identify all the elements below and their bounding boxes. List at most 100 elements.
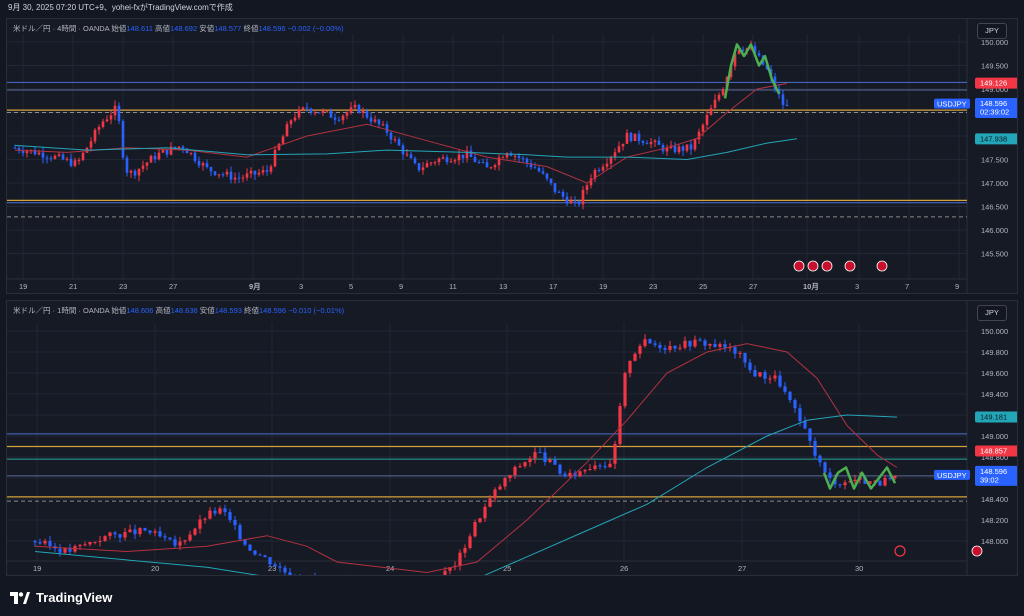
candle-body	[288, 572, 292, 575]
legend-high-label: 高値	[155, 24, 171, 33]
candle-body	[758, 372, 762, 377]
currency-button[interactable]: JPY	[977, 23, 1007, 39]
candle-body	[689, 144, 693, 150]
candle-body	[345, 112, 349, 116]
candle-body	[268, 557, 272, 565]
legend-high-value: 148.636	[170, 306, 198, 315]
candle-body	[98, 540, 102, 542]
candlestick-chart-4h[interactable]: 150.000149.500149.000148.500148.000147.5…	[7, 19, 1017, 293]
candle-body	[218, 508, 222, 514]
candle-body	[853, 479, 857, 482]
candle-body	[661, 144, 665, 152]
date-tick-label: 23	[268, 564, 276, 573]
candle-body	[493, 165, 497, 168]
candle-body	[433, 162, 437, 164]
tradingview-logo[interactable]: TradingView	[10, 590, 112, 605]
candle-body	[177, 146, 181, 149]
legend-low-value: 148.593	[214, 306, 242, 315]
candle-body	[653, 343, 657, 345]
candle-body	[528, 458, 532, 463]
candle-body	[361, 110, 365, 113]
legend-close-label: 終値	[244, 306, 260, 315]
candle-body	[633, 133, 637, 142]
candle-body	[757, 53, 761, 56]
candle-body	[73, 160, 77, 166]
candle-body	[773, 76, 777, 89]
candle-body	[737, 49, 741, 54]
candle-body	[733, 347, 737, 354]
candle-body	[545, 173, 549, 179]
candle-body	[883, 477, 887, 486]
candle-body	[721, 89, 725, 95]
candle-body	[649, 142, 653, 145]
candle-body	[393, 139, 397, 141]
candle-body	[249, 170, 253, 174]
price-tag-last-text: 39:02	[980, 475, 999, 484]
candle-body	[425, 163, 429, 168]
candle-body	[557, 191, 561, 193]
price-tick-label: 147.500	[981, 156, 1008, 165]
candle-body	[673, 145, 677, 153]
candle-body	[609, 156, 613, 164]
candle-body	[369, 117, 373, 122]
chart-pane-1h[interactable]: 150.000149.800149.600149.400149.200149.0…	[6, 300, 1018, 576]
candle-body	[129, 170, 133, 173]
candle-body	[297, 109, 301, 118]
candle-body	[723, 344, 727, 348]
candle-body	[558, 464, 562, 474]
candle-body	[103, 536, 107, 541]
candle-body	[813, 440, 817, 456]
pattern-line	[822, 466, 897, 490]
candle-body	[713, 343, 717, 347]
candle-body	[377, 119, 381, 125]
price-tag-ma-long-text: 149.181	[980, 412, 1007, 421]
candle-body	[577, 201, 581, 205]
moving-average-long	[14, 138, 798, 161]
candle-body	[658, 344, 662, 349]
candle-body	[208, 510, 212, 519]
legend-open-value: 148.606	[126, 306, 154, 315]
candle-body	[473, 157, 477, 163]
candle-body	[448, 567, 452, 571]
candle-body	[203, 518, 207, 520]
currency-button[interactable]: JPY	[977, 305, 1007, 321]
candle-body	[785, 104, 789, 107]
candle-body	[409, 154, 413, 159]
candle-body	[793, 400, 797, 409]
date-tick-label: 11	[449, 282, 457, 291]
candle-body	[625, 132, 629, 144]
candle-body	[113, 532, 117, 535]
candle-body	[638, 346, 642, 354]
candle-body	[617, 146, 621, 153]
candle-body	[668, 345, 672, 350]
candle-body	[261, 170, 265, 173]
candle-body	[623, 373, 627, 407]
chart-pane-4h[interactable]: 150.000149.500149.000148.500148.000147.5…	[6, 18, 1018, 294]
date-tick-label: 19	[19, 282, 27, 291]
candle-body	[21, 150, 25, 154]
candle-body	[533, 167, 537, 169]
candle-body	[213, 510, 217, 514]
candle-body	[77, 159, 81, 161]
price-tag-upper: 148.857	[975, 445, 1017, 457]
candle-body	[541, 171, 545, 174]
price-tick-label: 149.400	[981, 390, 1008, 399]
candle-body	[843, 482, 847, 486]
candlestick-chart-1h[interactable]: 150.000149.800149.600149.400149.200149.0…	[7, 301, 1017, 575]
candle-body	[148, 530, 152, 533]
candle-body	[333, 117, 337, 120]
candle-body	[123, 532, 127, 538]
economic-event-icon	[844, 260, 856, 272]
candle-body	[97, 127, 101, 130]
candle-body	[329, 110, 333, 118]
candle-body	[169, 146, 173, 155]
price-tag-upper-text: 148.857	[980, 447, 1007, 456]
ohlc-legend-1h: 米ドル／円 · 1時間 · OANDA 始値148.606 高値148.636 …	[13, 305, 344, 316]
tradingview-logo-icon	[10, 591, 30, 604]
candle-body	[105, 119, 109, 122]
candle-body	[703, 340, 707, 346]
candle-body	[763, 372, 767, 379]
candle-body	[593, 170, 597, 179]
